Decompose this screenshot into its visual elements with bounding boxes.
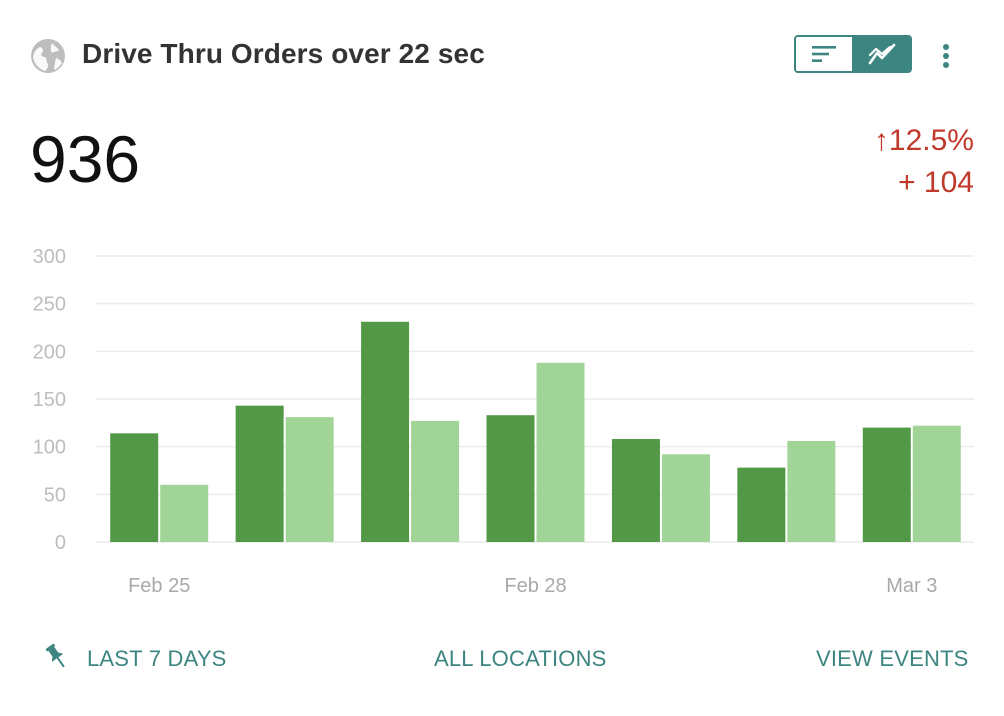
x-tick-label: Feb 28 <box>504 575 566 597</box>
bar <box>787 440 836 542</box>
card-header: Drive Thru Orders over 22 sec <box>0 0 1004 110</box>
list-view-icon <box>812 46 836 62</box>
y-tick-label: 200 <box>33 341 66 363</box>
bar <box>737 467 786 542</box>
y-tick-label: 50 <box>44 484 66 506</box>
change-percent-value: 12.5% <box>888 124 974 157</box>
trend-view-icon <box>868 43 896 65</box>
bar <box>110 433 159 542</box>
y-tick-label: 300 <box>33 246 66 268</box>
all-locations-link[interactable]: ALL LOCATIONS <box>434 646 607 671</box>
arrow-up-icon: ↑ <box>873 124 889 157</box>
trend-view-button[interactable] <box>854 37 910 71</box>
bar <box>411 420 460 542</box>
view-events-link[interactable]: VIEW EVENTS <box>816 646 969 671</box>
y-tick-label: 250 <box>33 294 66 316</box>
bar <box>285 417 334 542</box>
bar <box>361 321 410 542</box>
bar <box>536 362 585 542</box>
card-title: Drive Thru Orders over 22 sec <box>82 38 485 69</box>
bar <box>160 484 209 542</box>
x-tick-label: Mar 3 <box>886 575 937 597</box>
bar <box>661 454 710 542</box>
pin-icon <box>45 643 65 668</box>
y-tick-label: 0 <box>55 532 66 554</box>
card-footer: LAST 7 DAYS ALL LOCATIONS VIEW EVENTS <box>0 636 1004 684</box>
x-tick-label: Feb 25 <box>128 575 190 597</box>
change-absolute: + 104 <box>898 166 974 199</box>
bar-chart: 0 50 100 150 200 250 300 Feb 25 Feb 28 Mar 3 <box>33 246 974 597</box>
bar <box>611 439 660 542</box>
list-view-button[interactable] <box>796 37 854 71</box>
last-7-days-link[interactable]: LAST 7 DAYS <box>87 646 227 671</box>
bar <box>486 415 535 542</box>
more-vertical-icon[interactable] <box>934 40 958 72</box>
change-percent: ↑12.5% <box>874 124 974 157</box>
summary-value: 936 <box>30 122 141 196</box>
bar <box>235 405 284 542</box>
bar <box>862 427 911 542</box>
y-tick-label: 100 <box>33 437 66 459</box>
view-toggle <box>794 35 912 73</box>
globe-icon <box>31 39 65 73</box>
y-tick-label: 150 <box>33 389 66 411</box>
bar <box>912 425 961 542</box>
